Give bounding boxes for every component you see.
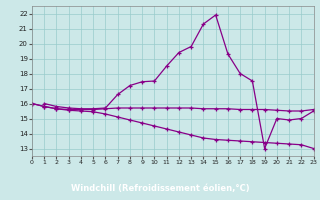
Text: Windchill (Refroidissement éolien,°C): Windchill (Refroidissement éolien,°C): [71, 184, 249, 193]
